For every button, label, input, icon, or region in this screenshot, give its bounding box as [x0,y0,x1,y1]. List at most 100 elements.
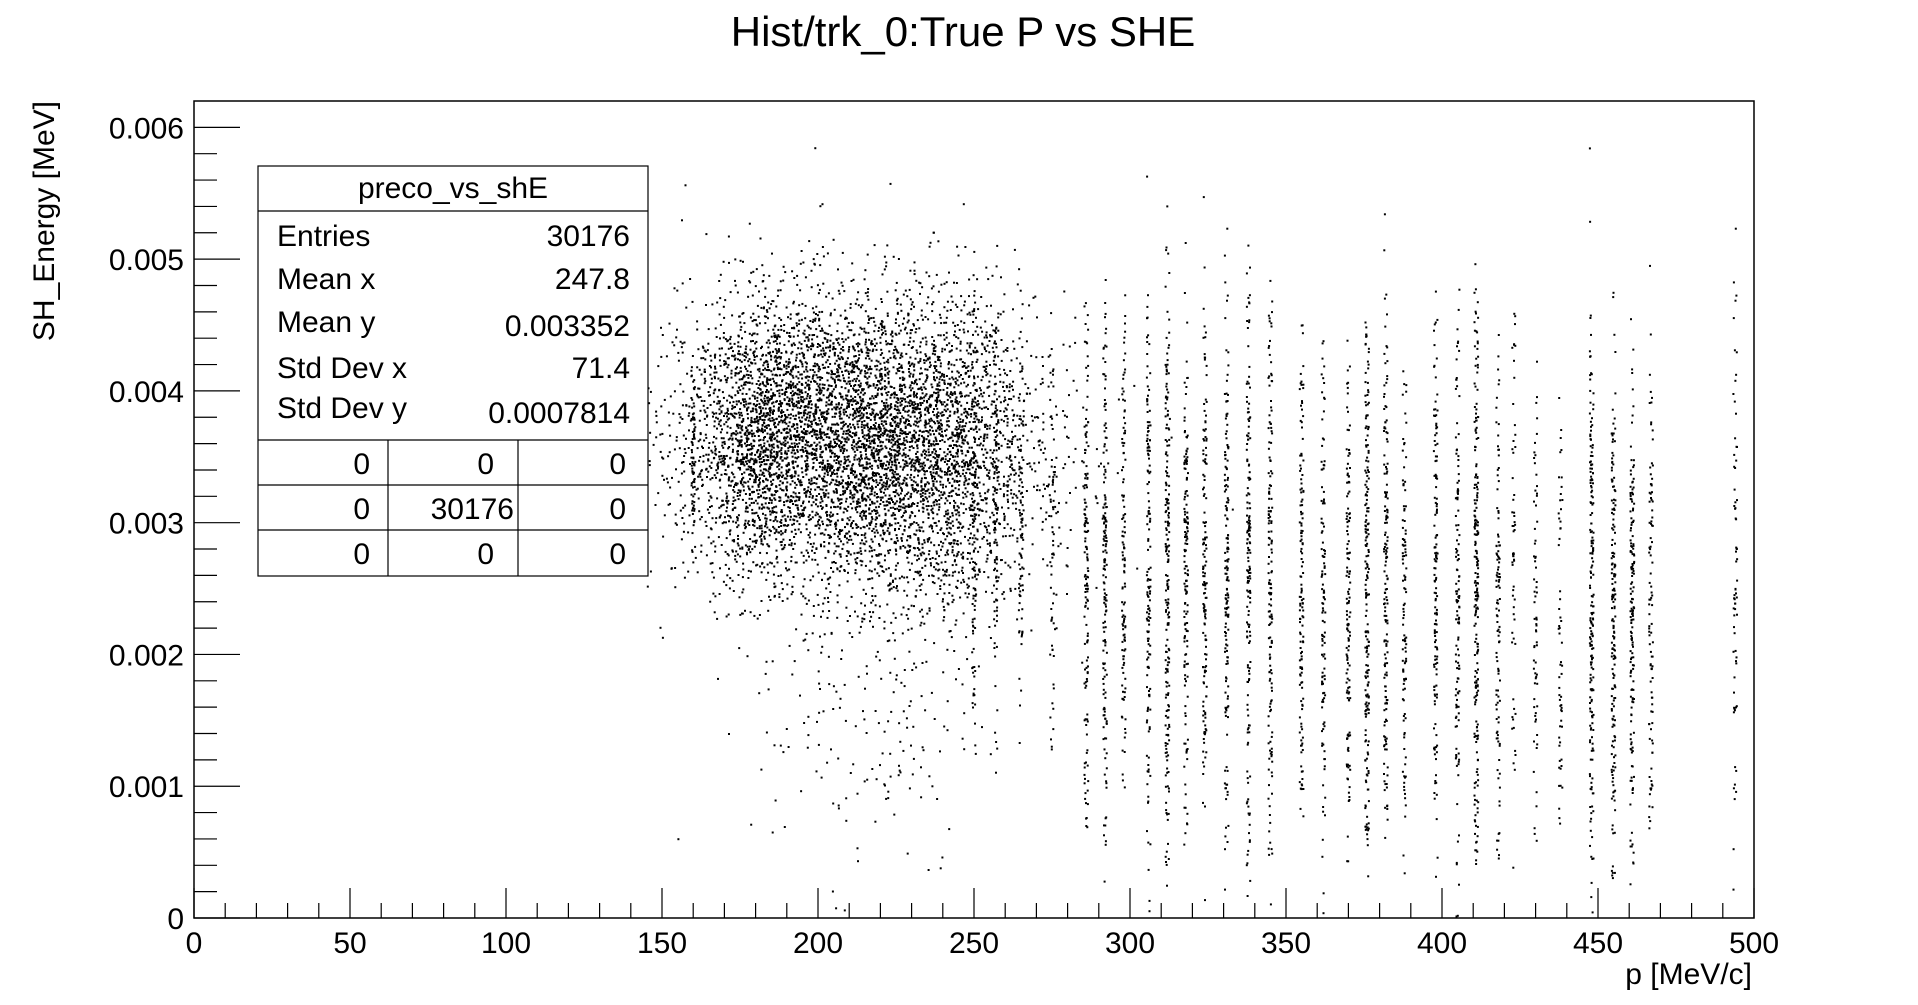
data-point [864,532,867,535]
data-point [842,432,845,435]
data-point [826,371,829,374]
data-point [871,343,874,345]
data-point [946,398,949,401]
data-point [1012,340,1015,343]
data-point [930,426,933,429]
data-point [827,396,830,399]
data-point [823,572,826,575]
data-point [929,425,932,428]
data-point [716,417,719,420]
data-point [810,479,813,482]
data-point [940,476,943,479]
data-point [821,500,824,503]
data-point [896,507,899,510]
data-point [846,363,849,366]
data-point [905,505,908,508]
data-point [876,444,879,447]
data-point [815,305,818,308]
data-point [857,342,860,345]
data-point [754,342,757,345]
data-point [756,449,759,452]
data-point [866,524,869,527]
data-point [939,475,942,478]
data-point [835,491,838,494]
data-point [883,420,886,423]
data-point [855,508,857,511]
data-point [786,569,789,572]
data-point [991,400,994,403]
data-point [858,463,861,466]
data-point [988,385,991,388]
data-point [877,495,880,498]
data-point [883,473,886,476]
data-point [859,472,861,475]
data-point [826,433,829,435]
data-point [662,457,665,460]
data-point [1011,440,1013,443]
data-point [1044,458,1047,461]
data-point [738,441,741,444]
data-point [852,500,855,503]
data-point [908,394,911,397]
data-point [809,488,812,491]
data-point [935,503,938,506]
data-point [773,582,776,585]
data-point [793,542,796,545]
data-point [827,387,830,390]
data-point [766,506,769,509]
data-point [1019,289,1022,292]
data-point [1000,418,1003,421]
data-point [988,542,991,545]
data-point [776,490,779,493]
data-point [950,436,953,439]
data-point [889,469,892,472]
data-point [803,333,806,336]
data-point [870,476,873,479]
data-point [913,324,915,327]
data-point [937,396,940,399]
data-point [818,431,821,434]
data-point [784,442,787,445]
data-point [804,317,807,320]
data-point [878,438,881,441]
data-point [805,449,808,452]
data-point [873,455,876,458]
data-point [676,289,679,292]
data-point [800,405,803,408]
data-point [845,449,848,452]
data-point [747,433,750,436]
data-point [863,434,866,437]
data-point [914,381,917,384]
data-point [986,344,989,347]
data-point [899,547,902,550]
data-point [771,252,773,255]
data-point [818,317,821,320]
data-point [1013,560,1016,563]
data-point [719,567,721,570]
data-point [780,544,783,547]
data-point [816,364,819,367]
data-point [970,405,973,408]
data-point [858,379,861,382]
data-point [849,426,852,429]
data-point [805,336,808,339]
data-point [845,430,848,432]
data-point [928,275,931,278]
data-point [806,324,809,327]
data-point [931,557,934,559]
data-point [682,506,685,509]
data-point [895,534,898,537]
data-point [789,392,792,394]
data-point [869,498,872,501]
data-point [966,463,969,466]
data-point [854,523,857,526]
data-point [950,490,953,493]
data-point [737,514,740,517]
data-point [816,513,819,516]
data-point [765,523,768,526]
data-point [859,559,862,562]
data-point [958,480,961,483]
data-point [911,401,914,404]
data-point [916,417,919,420]
data-point [861,304,864,307]
